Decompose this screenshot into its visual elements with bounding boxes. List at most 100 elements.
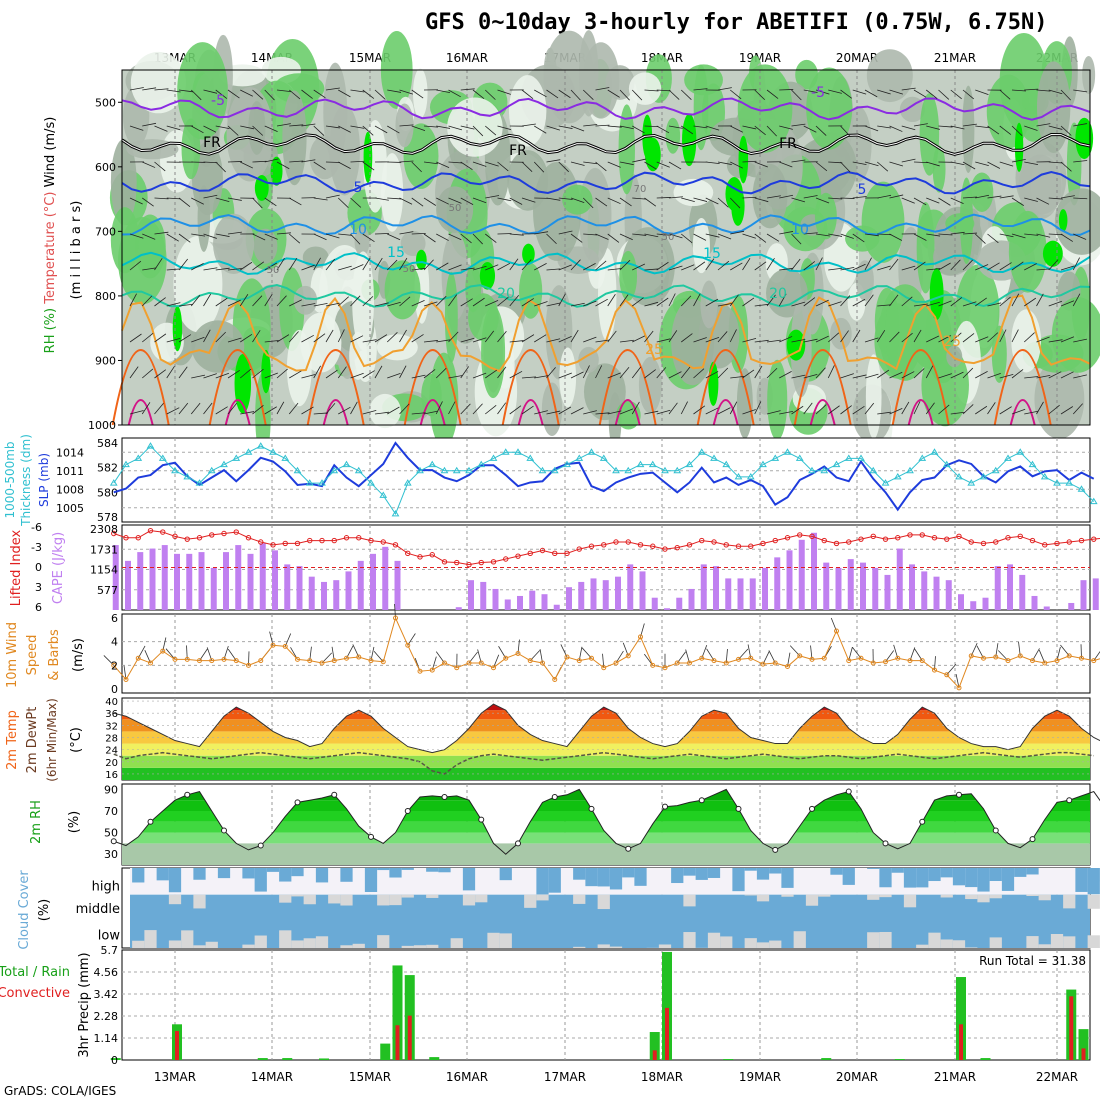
wind-speed-point <box>834 628 839 634</box>
temp-band <box>122 731 1090 744</box>
li-point <box>662 546 668 552</box>
li-point <box>478 559 484 566</box>
wind-barb <box>191 374 206 379</box>
wind-barb <box>301 89 313 99</box>
li-point <box>748 543 754 549</box>
y-tick-label: 4.56 <box>94 966 119 979</box>
wind-barb <box>975 371 988 379</box>
wind-barb <box>411 232 426 235</box>
wind-barb <box>570 371 584 379</box>
wind-barb <box>509 405 522 415</box>
precip-total-bar <box>980 1058 991 1060</box>
wind-barb <box>619 367 630 379</box>
cloud-high-cell <box>830 868 843 875</box>
precip-total-bar <box>662 951 672 1060</box>
wind-barb <box>129 233 144 239</box>
li-point <box>723 542 729 548</box>
cape-bar <box>627 564 634 610</box>
cape-bar <box>345 571 352 610</box>
wind-barb <box>337 296 349 307</box>
wind-barb <box>607 89 620 98</box>
cloud-row-label: middle <box>76 902 120 917</box>
date-label-bottom: 14MAR <box>251 1070 293 1084</box>
wind-speed-line <box>113 616 1100 689</box>
wind-speed-point <box>772 660 778 666</box>
li-point <box>356 535 362 541</box>
wind-barb <box>252 197 263 209</box>
wind-barb <box>705 371 719 379</box>
wind-barb <box>374 233 390 235</box>
wind-barb <box>141 332 154 343</box>
wind-barb <box>411 374 426 379</box>
wind-speed-point <box>785 664 790 670</box>
cape-bar <box>872 567 879 610</box>
li-point <box>160 529 166 535</box>
wind-barb <box>619 89 630 101</box>
wind-speed-point <box>331 658 337 664</box>
li-point <box>503 556 509 562</box>
rh-point <box>625 845 632 852</box>
cloud-low-cell <box>928 932 941 948</box>
wind-barb <box>913 123 928 127</box>
wind-barb <box>668 233 683 239</box>
temp-line <box>113 703 1100 754</box>
wind-speed-point <box>736 656 741 662</box>
wind-barb <box>240 333 253 343</box>
rh-patch <box>173 235 223 333</box>
wind-barb <box>901 296 913 307</box>
li-point <box>417 554 423 560</box>
wind-barb <box>191 197 204 205</box>
cloud-mid-cell <box>805 894 819 906</box>
wind-speed-point <box>295 656 300 662</box>
cloud-mid-cell <box>756 894 770 902</box>
wind-barb <box>264 197 277 207</box>
wind-barb <box>227 299 241 307</box>
wind-barb <box>619 294 629 307</box>
wind-barb <box>595 197 608 207</box>
y-tick-label: 580 <box>97 486 118 499</box>
isotherm-25 <box>121 294 1091 373</box>
cloud-high-cell <box>548 868 561 893</box>
wind-barb <box>705 258 715 271</box>
wind-barb <box>1011 233 1026 239</box>
thickness-line <box>113 441 1095 512</box>
y-tick-label: 40 <box>105 697 118 708</box>
rh-patch <box>1011 309 1042 373</box>
wind-barb <box>190 294 201 307</box>
wind-barb <box>852 374 867 379</box>
wind-barb <box>497 197 512 202</box>
cape-bar <box>700 564 707 610</box>
li-point <box>454 559 460 566</box>
wind-speed-point <box>748 655 754 661</box>
rh-patch <box>1034 359 1085 439</box>
wind-barb <box>754 261 767 271</box>
wind-speed-point <box>956 685 962 691</box>
wind-barb <box>729 89 742 100</box>
wind-speed-point <box>1054 658 1060 664</box>
contour-label: -5 <box>211 93 225 109</box>
y-tick-label: 0 <box>111 683 118 696</box>
li-point <box>1066 539 1072 545</box>
cloud-high-cell <box>1087 868 1100 895</box>
wind-barb <box>374 411 389 415</box>
wind-speed-point <box>846 658 852 664</box>
wind-barb <box>534 231 549 235</box>
wind-barb <box>276 368 288 379</box>
date-label-top: 20MAR <box>836 51 878 65</box>
wind-barb <box>595 260 607 271</box>
cloud-mid-cell <box>867 894 880 900</box>
wind-speed-point <box>809 656 815 662</box>
precip-panel: 0 1.14 2.28 3.42 4.56 5.7 Run Total = 31.38 Tot… <box>0 944 1091 1067</box>
wind-barb <box>815 197 830 204</box>
wind-barb <box>926 335 940 343</box>
wind-barb <box>815 125 827 136</box>
precip-convective-bar <box>395 1025 400 1060</box>
wind-barb <box>619 259 631 271</box>
rh-saturated-patch <box>1075 117 1094 160</box>
rh-patch <box>533 161 582 261</box>
cloud-low-cell <box>254 935 267 948</box>
wind-barb <box>558 336 572 343</box>
wind-barb <box>779 267 794 271</box>
dewpoint-line <box>113 751 1094 775</box>
rh-patch <box>134 214 166 279</box>
